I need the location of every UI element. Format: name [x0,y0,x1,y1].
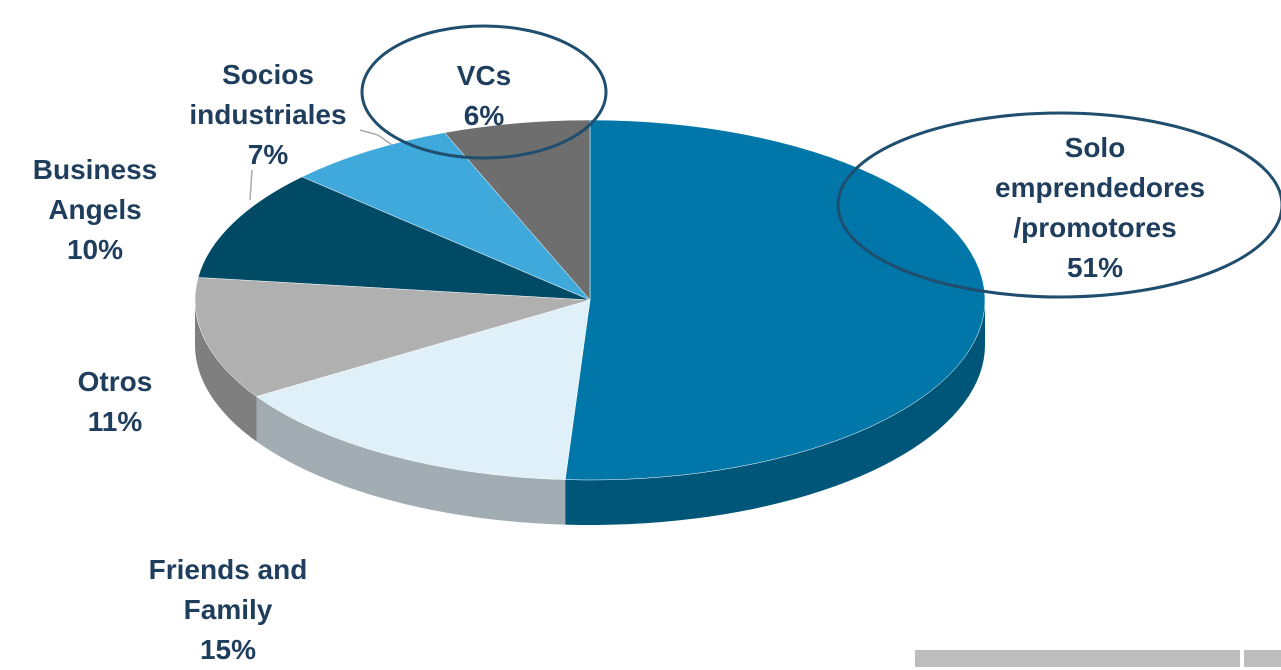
highlight-ellipse [836,111,1281,299]
highlight-ellipse [360,24,608,160]
category-label: Friends and Family [148,554,308,625]
leader-line [359,129,393,146]
category-label: Business Angels [32,154,158,225]
slice-side [565,300,985,525]
data-label: Business Angels 10% [10,150,180,270]
data-label: VCs 6% [424,56,544,136]
slice-side [195,300,257,442]
category-label: Solo emprendedores /promotores [995,132,1206,243]
leader-line [249,169,253,201]
slice [194,277,591,397]
slice [255,299,591,480]
data-label: Otros 11% [50,362,180,442]
value-label: 10% [66,234,124,265]
value-label: 6% [463,100,505,131]
data-label: Friends and Family 15% [123,550,333,670]
value-label: 51% [1066,252,1124,283]
data-label: Solo emprendedores /promotores 51% [995,128,1206,288]
slice [444,119,591,301]
value-label: 7% [247,139,289,170]
footer-bar [915,650,1240,667]
category-label: Socios industriales [189,59,347,130]
slice [564,119,986,481]
category-label: VCs [456,60,512,91]
value-label: 15% [199,634,257,665]
category-label: Otros [77,366,153,397]
slice [301,132,591,301]
footer-bar [1244,650,1281,667]
slice [197,176,591,301]
pie [194,119,986,525]
value-label: 11% [87,406,143,437]
data-label: Socios industriales 7% [168,55,368,175]
